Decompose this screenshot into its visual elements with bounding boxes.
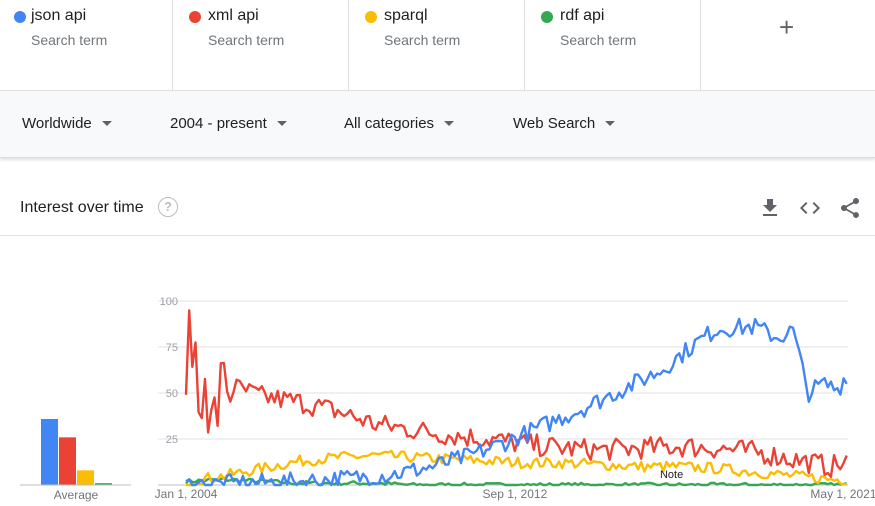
average-bar xyxy=(95,483,112,485)
note-label: Note xyxy=(660,469,683,481)
time-range-dropdown[interactable]: 2004 - present xyxy=(170,115,287,132)
term-subtitle: Search term xyxy=(560,32,637,48)
term-label[interactable]: rdf api xyxy=(560,7,605,24)
average-bar xyxy=(77,470,94,485)
time-range-label: 2004 - present xyxy=(170,115,267,132)
y-tick-label: 25 xyxy=(166,434,178,446)
category-dropdown[interactable]: All categories xyxy=(344,115,455,132)
add-comparison-button[interactable]: + xyxy=(701,0,875,90)
term-label[interactable]: xml api xyxy=(208,7,259,24)
series-line-sparql xyxy=(185,449,847,487)
card-title: Interest over time xyxy=(20,199,144,216)
average-bar xyxy=(59,437,76,485)
y-tick-label: 75 xyxy=(166,342,178,354)
region-dropdown[interactable]: Worldwide xyxy=(22,115,112,132)
term-color-dot xyxy=(14,11,26,23)
average-label: Average xyxy=(54,488,99,502)
code-icon[interactable] xyxy=(798,196,822,220)
term-subtitle: Search term xyxy=(384,32,461,48)
search-term-3[interactable]: sparql Search term xyxy=(349,0,525,90)
chevron-down-icon xyxy=(276,120,287,126)
series-line-xml-api xyxy=(184,309,848,478)
interest-over-time-chart[interactable]: Average 25 50 75 100 Jan 1, 2004 Sep 1, 2012… xyxy=(0,236,875,506)
search-term-4[interactable]: rdf api Search term xyxy=(525,0,701,90)
averages-bar-chart: Average xyxy=(20,419,131,502)
chevron-down-icon xyxy=(444,120,455,126)
plus-icon[interactable]: + xyxy=(779,12,795,42)
x-axis-labels: Jan 1, 2004 Sep 1, 2012 May 1, 2021 Note xyxy=(155,469,875,501)
term-label[interactable]: sparql xyxy=(384,7,428,24)
filter-bar: Worldwide 2004 - present All categories … xyxy=(0,90,875,158)
category-label: All categories xyxy=(344,115,435,132)
download-icon[interactable] xyxy=(758,196,782,220)
term-subtitle: Search term xyxy=(31,32,108,48)
chart-series xyxy=(184,309,848,487)
x-tick-label: Sep 1, 2012 xyxy=(483,487,548,501)
search-term-1[interactable]: json api Search term xyxy=(0,0,173,90)
term-color-dot xyxy=(541,11,553,23)
card-header: Interest over time ? xyxy=(0,180,875,236)
chevron-down-icon xyxy=(605,120,616,126)
y-axis-ticks: 25 50 75 100 xyxy=(160,296,178,446)
search-property-dropdown[interactable]: Web Search xyxy=(513,115,616,132)
term-subtitle: Search term xyxy=(208,32,285,48)
search-terms-bar: json api Search term xml api Search term… xyxy=(0,0,875,90)
chevron-down-icon xyxy=(101,120,112,126)
search-term-2[interactable]: xml api Search term xyxy=(173,0,349,90)
help-icon[interactable]: ? xyxy=(158,197,178,217)
x-tick-label: Jan 1, 2004 xyxy=(155,487,218,501)
series-line-json-api xyxy=(185,317,848,487)
y-tick-label: 100 xyxy=(160,296,178,308)
term-label[interactable]: json api xyxy=(31,7,87,24)
term-color-dot xyxy=(365,11,377,23)
y-tick-label: 50 xyxy=(166,388,178,400)
search-property-label: Web Search xyxy=(513,115,596,132)
term-color-dot xyxy=(189,11,201,23)
region-label: Worldwide xyxy=(22,115,92,132)
share-icon[interactable] xyxy=(838,196,862,220)
average-bar xyxy=(41,419,58,485)
x-tick-label: May 1, 2021 xyxy=(810,487,875,501)
